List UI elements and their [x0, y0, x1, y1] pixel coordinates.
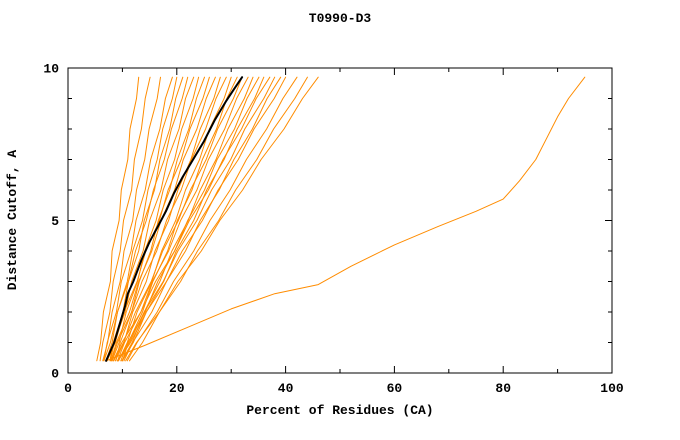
x-tick-label: 60 — [387, 381, 403, 396]
x-tick-label: 100 — [600, 381, 624, 396]
series-line — [103, 76, 173, 362]
series-line — [125, 76, 319, 362]
series-line — [117, 76, 287, 362]
series-line — [111, 76, 200, 362]
series-line — [126, 76, 298, 362]
series-line — [115, 76, 205, 362]
x-tick-label: 20 — [169, 381, 185, 396]
y-tick-label: 0 — [51, 367, 59, 382]
series-line — [114, 76, 221, 362]
series-line — [123, 76, 282, 362]
x-tick-label: 0 — [64, 381, 72, 396]
plot-area: 0 20 40 60 80 100 0 5 10 — [43, 62, 624, 397]
series-line — [102, 76, 161, 362]
series-line — [110, 76, 216, 362]
series-line — [117, 76, 276, 362]
series-line — [129, 76, 308, 362]
series-line — [113, 76, 243, 362]
series-line — [111, 76, 227, 362]
series-line — [112, 76, 271, 362]
y-axis-label: Distance Cutoff, A — [5, 150, 20, 291]
series-line — [96, 76, 140, 362]
series-line — [121, 76, 238, 362]
series-line — [105, 76, 178, 362]
series-line — [118, 76, 232, 362]
highlighted-series-line — [105, 76, 244, 362]
x-tick-label: 80 — [495, 381, 511, 396]
series-line — [103, 76, 189, 362]
x-tick-label: 40 — [278, 381, 294, 396]
x-axis-label: Percent of Residues (CA) — [246, 403, 433, 418]
series-line — [105, 76, 586, 362]
series-line — [121, 76, 265, 362]
series-line — [99, 76, 151, 362]
series-line — [117, 76, 249, 362]
y-tick-label: 10 — [43, 62, 59, 77]
y-tick-label: 5 — [51, 214, 59, 229]
chart-title: T0990-D3 — [309, 11, 372, 26]
